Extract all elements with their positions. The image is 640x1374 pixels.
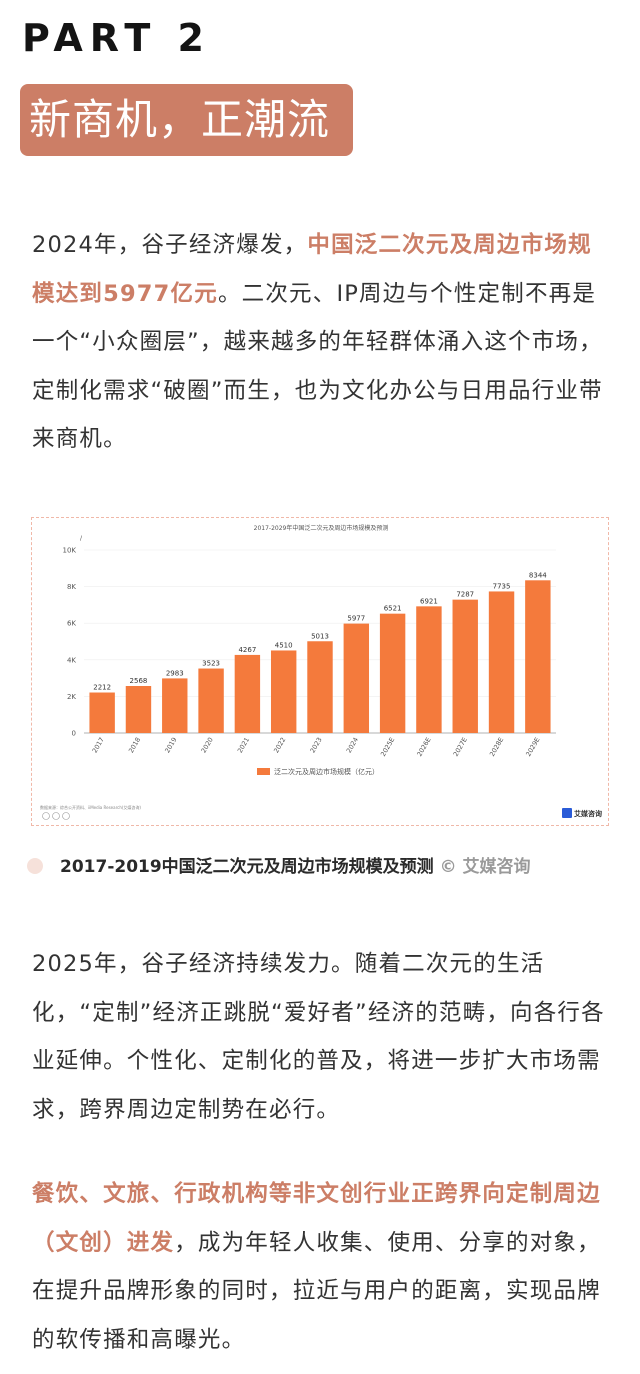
bar-value-label: 6521 — [384, 605, 402, 613]
legend-label: 泛二次元及周边市场规模（亿元） — [274, 767, 379, 776]
x-tick-label: 2019 — [163, 736, 178, 754]
chart-source-note: 数据来源：综合公开资料、iiMedia Research(艾媒咨询) — [40, 804, 141, 810]
bar — [270, 650, 297, 733]
bar-value-label: 7735 — [493, 582, 511, 590]
bar-value-label: 4267 — [238, 646, 256, 654]
bar — [162, 678, 188, 733]
bar-value-label: 6921 — [420, 597, 438, 605]
chart-title: 2017-2029年中国泛二次元及周边市场规模及预测 — [254, 524, 389, 532]
license-icon — [42, 812, 50, 820]
bar — [452, 599, 478, 733]
paragraph-crossover: 餐饮、文旅、行政机构等非文创行业正跨界向定制周边（文创）进发，成为年轻人收集、使… — [32, 1170, 610, 1364]
y-axis-label: / — [80, 535, 83, 542]
part-title: PART 2 — [22, 16, 211, 60]
bar — [379, 613, 406, 733]
intro-text-2: 。二次元、IP周边与个性定制不再是一个“小众圈层”，越来越多的年轻群体涌入这个市… — [32, 280, 603, 453]
crossover-highlight: 餐饮、文旅、行政机构等非文创行业正跨界向定制周边（文创）进发 — [32, 1181, 601, 1256]
legend-swatch — [257, 768, 270, 775]
x-tick-label: 2027E — [452, 736, 469, 758]
caption-text: 2017-2019中国泛二次元及周边市场规模及预测 — [60, 857, 434, 877]
license-icon — [52, 812, 60, 820]
bar-value-label: 5977 — [347, 615, 365, 623]
chart-container: 2017-2029年中国泛二次元及周边市场规模及预测 / 0 2K 4K 6K 8K 10K 2… — [31, 517, 609, 826]
bar — [343, 623, 370, 733]
caption-dot-icon — [27, 858, 43, 874]
x-tick-label: 2020 — [200, 736, 215, 754]
section-banner: 新商机，正潮流 — [20, 84, 353, 156]
bar-value-label: 4510 — [275, 641, 293, 649]
y-tick-label: 4K — [67, 656, 76, 664]
bar — [307, 641, 333, 733]
paragraph-2025: 2025年，谷子经济持续发力。随着二次元的生活化，“定制”经济正跳脱“爱好者”经… — [32, 951, 605, 1123]
y-tick-label: 2K — [67, 693, 76, 701]
x-tick-label: 2021 — [236, 736, 251, 754]
x-tick-label: 2028E — [488, 736, 505, 758]
bar-value-label: 2983 — [166, 669, 184, 677]
x-tick-label: 2022 — [272, 736, 287, 754]
y-tick-label: 8K — [67, 583, 76, 591]
x-tick-label: 2026E — [415, 736, 432, 758]
bar — [198, 668, 224, 733]
x-tick-label: 2018 — [127, 736, 142, 754]
bar — [525, 580, 551, 733]
bar — [234, 654, 261, 733]
chart-caption: 2017-2019中国泛二次元及周边市场规模及预测 © 艾媒咨询 — [60, 853, 620, 881]
x-tick-label: 2024 — [345, 736, 360, 754]
crossover-text: ，成为年轻人收集、使用、分享的对象，在提升品牌形象的同时，拉近与用户的距离，实现… — [32, 1229, 601, 1353]
license-icon — [62, 812, 70, 820]
aimei-logo-icon — [562, 808, 572, 818]
x-tick-label: 2023 — [309, 736, 324, 754]
x-tick-label: 2029E — [524, 736, 541, 758]
caption-credit: © 艾媒咨询 — [439, 857, 531, 877]
bar-value-label: 7287 — [456, 591, 474, 599]
bar-value-label: 5013 — [311, 632, 329, 640]
intro-text-1: 2024年，谷子经济爆发， — [32, 232, 308, 258]
bar-value-label: 2212 — [93, 684, 111, 692]
x-tick-label: 2025E — [379, 736, 396, 758]
bar — [125, 686, 152, 733]
y-tick-label: 6K — [67, 620, 76, 628]
bar — [488, 591, 515, 733]
x-tick-label: 2017 — [91, 736, 106, 754]
paragraph-intro: 2024年，谷子经济爆发，中国泛二次元及周边市场规模达到5977亿元。二次元、I… — [32, 221, 610, 464]
bar-value-label: 2568 — [130, 677, 148, 685]
y-tick-label: 0 — [72, 730, 76, 738]
bar-chart: 2017-2029年中国泛二次元及周边市场规模及预测 / 0 2K 4K 6K 8K 10K 2… — [40, 524, 602, 820]
intro-highlight: 中国泛二次元及周边市场规模达到5977亿元 — [32, 232, 592, 307]
bar-value-label: 3523 — [202, 660, 220, 668]
aimei-logo-text: 艾媒咨询 — [574, 809, 602, 818]
bar — [416, 606, 442, 733]
bar — [89, 692, 115, 733]
bar-value-label: 8344 — [529, 571, 547, 579]
y-tick-label: 10K — [63, 547, 77, 555]
